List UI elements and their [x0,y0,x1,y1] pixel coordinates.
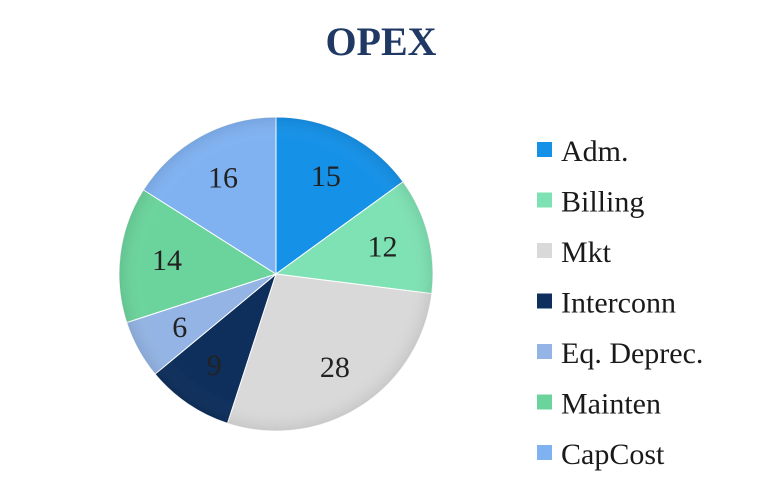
legend-swatch-billing [537,192,552,208]
chart-title: OPEX [325,19,436,64]
legend-swatch-adm [537,142,552,157]
legend-swatch-eq-deprec [537,344,552,359]
pie-shading [119,117,433,431]
data-label-billing: 12 [367,231,397,264]
data-labels: 15 12 28 96 14 16 [152,160,397,384]
pie [118,116,434,432]
legend-label-capcost: CapCost [561,438,665,471]
data-label-interconn: 9 [207,349,222,382]
legend-label-billing: Billing [561,186,644,219]
legend-label-eq-deprec: Eq. Deprec. [561,337,703,370]
legend-swatch-capcost [537,445,552,460]
data-label-capcost: 16 [208,162,238,195]
data-label-mkt: 28 [320,351,350,384]
legend-label-adm: Adm. [561,135,629,168]
legend-swatch-interconn [537,293,552,309]
data-label-adm: 15 [311,160,341,193]
legend-label-mkt: Mkt [561,236,612,269]
legend-swatch-mkt [537,243,552,258]
data-label-mainten: 14 [152,244,182,277]
legend-swatch-mainten [537,394,552,410]
legend-label-interconn: Interconn [561,287,676,320]
legend: Adm. Billing Mkt Interconn Eq. Deprec. Mainte… [537,135,703,471]
data-label-eq-deprec: 6 [172,311,187,344]
legend-label-mainten: Mainten [561,388,661,421]
